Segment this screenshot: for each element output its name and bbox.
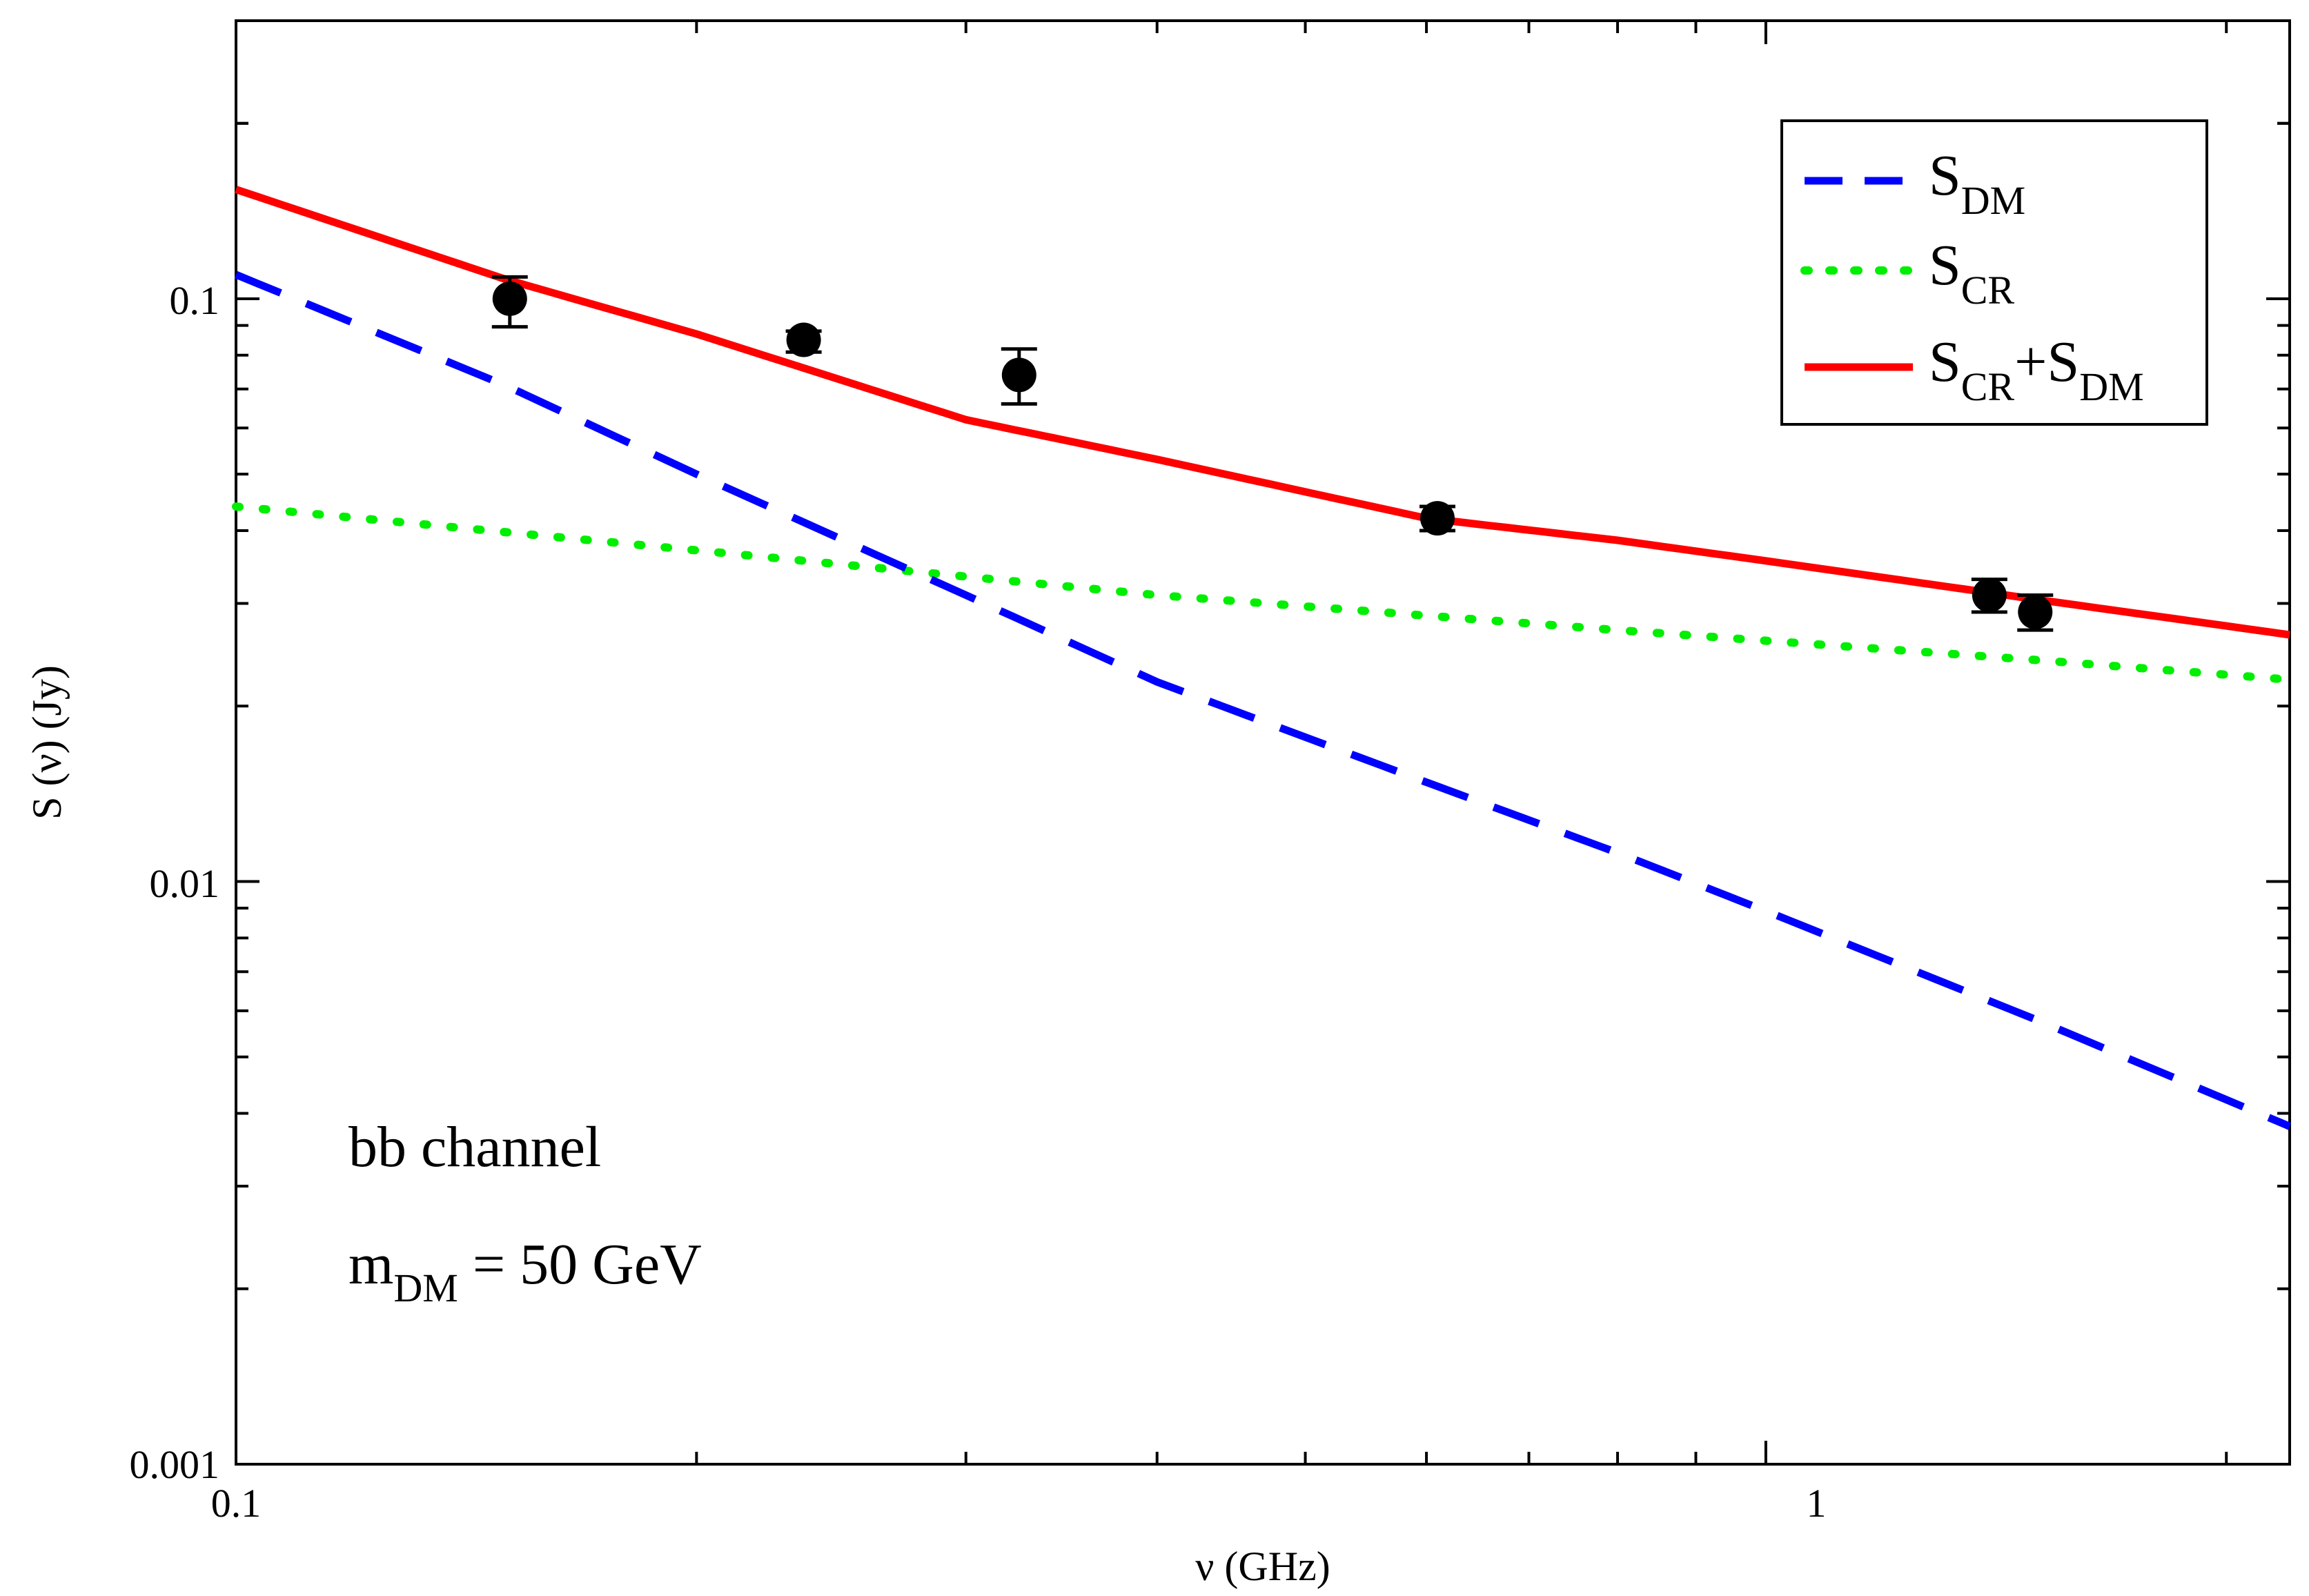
data-point	[1419, 501, 1455, 536]
series-line-s-cr-s-dm	[235, 186, 2290, 639]
y-tick-label-0.001: 0.001	[130, 1442, 220, 1487]
series-line-s-cr	[232, 502, 2294, 684]
mass-annotation-value: = 50 GeV	[458, 1232, 702, 1297]
legend-label-total: SCR+SDM	[1929, 330, 2144, 409]
data-point	[1001, 357, 1036, 393]
mass-annotation-sub: DM	[393, 1265, 458, 1310]
axis-ticks	[235, 19, 2290, 1466]
mass-annotation: mDM = 50 GeV	[348, 1232, 702, 1310]
y-tick-label-0.1: 0.1	[170, 278, 220, 323]
legend: SDM SCR SCR+SDM	[1780, 119, 2208, 426]
data-point	[786, 322, 821, 357]
plot-frame	[235, 19, 2291, 1466]
x-tick-label-0.1: 0.1	[211, 1481, 262, 1526]
data-point	[1972, 578, 2007, 613]
y-axis-title: S (ν) (Jy)	[24, 665, 70, 820]
data-point	[2018, 594, 2053, 629]
x-tick-label-1: 1	[1807, 1481, 1827, 1526]
mass-annotation-main: m	[348, 1232, 393, 1297]
data-points	[491, 275, 2054, 632]
x-axis-title: ν (GHz)	[1195, 1544, 1330, 1589]
series-layer	[232, 186, 2294, 1130]
legend-label-scr: SCR	[1929, 233, 2014, 313]
channel-annotation: bb channel	[348, 1115, 601, 1179]
series-line-s-dm	[234, 270, 2292, 1130]
y-tick-label-0.01: 0.01	[150, 861, 220, 906]
legend-label-sdm: SDM	[1929, 144, 2025, 223]
data-point	[492, 281, 527, 316]
